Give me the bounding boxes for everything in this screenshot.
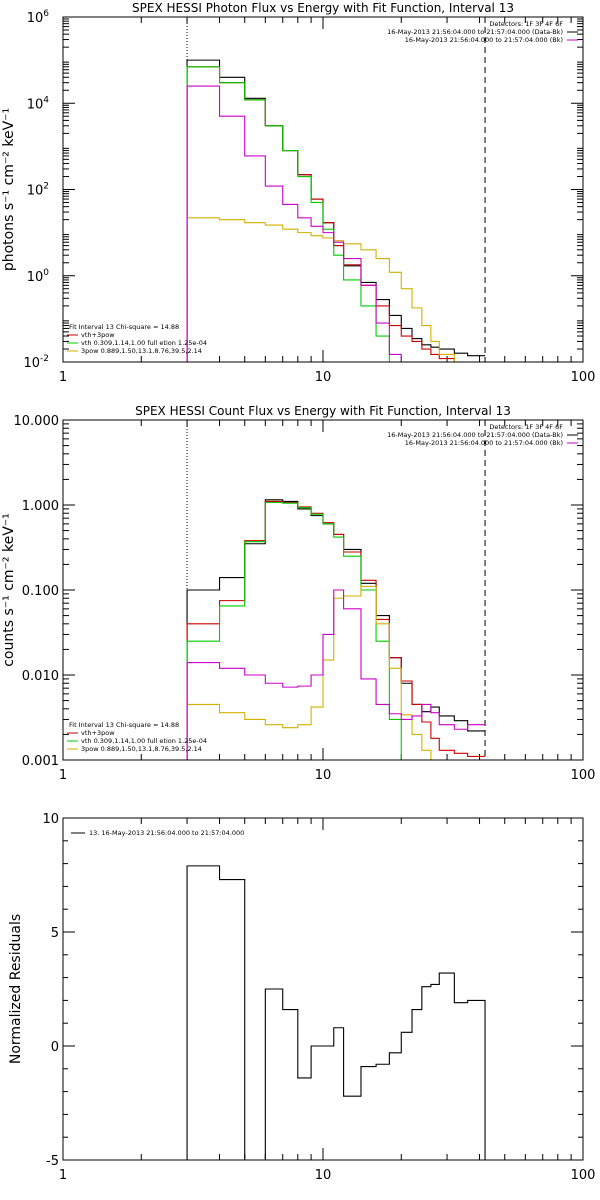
x-tick-label: 100 — [571, 768, 596, 783]
series-vth-3pow — [186, 66, 469, 362]
legend-entry: vth 0.309,1.14,1.00 full etion 1.25e-04 — [81, 737, 207, 745]
x-tick-label: 1 — [59, 370, 67, 385]
x-tick-label: 100 — [571, 370, 596, 385]
legend-entry: 16-May-2013 21:56:04.000 to 21:57:04.000… — [387, 28, 563, 36]
chart-panel-2: SPEX HESSI Count Flux vs Energy with Fit… — [1, 404, 596, 783]
y-tick-label: 100 — [27, 268, 50, 285]
series-vth — [186, 66, 390, 362]
legend-entry: 13. 16-May-2013 21:56:04.000 to 21:57:04… — [89, 829, 244, 837]
series-3pow — [186, 585, 432, 760]
chart-title: SPEX HESSI Count Flux vs Energy with Fit… — [135, 404, 511, 418]
chart-title: SPEX HESSI Photon Flux vs Energy with Fi… — [132, 1, 514, 15]
x-axis: 1 10 100 — [59, 818, 596, 1183]
x-tick-label: 10 — [315, 768, 332, 783]
chart-panel-1: SPEX HESSI Photon Flux vs Energy with Fi… — [1, 1, 596, 385]
series-bk — [186, 589, 486, 760]
legend-entry: vth 0.309,1.14,1.00 full etion 1.25e-04 — [81, 339, 207, 347]
series-3pow — [186, 217, 455, 362]
legend-entry: Fit Interval 13 Chi-square = 14.88 — [69, 323, 179, 331]
series-data-bk — [186, 59, 486, 362]
series-group — [186, 499, 486, 760]
legend-entry: Detectors: 1F 3F 4F 6F — [489, 423, 563, 431]
plot-frame — [62, 419, 584, 761]
x-tick-label: 10 — [315, 1168, 332, 1183]
y-tick-label: 10 — [42, 812, 59, 827]
x-axis: 1 10 100 — [59, 420, 596, 783]
plot-frame — [62, 16, 584, 363]
y-axis-label: counts s⁻¹ cm⁻² keV⁻¹ — [1, 513, 17, 667]
legend-entry: 16-May-2013 21:56:04.000 to 21:57:04.000… — [405, 439, 563, 447]
y-axis-label: photons s⁻¹ cm⁻² keV⁻¹ — [1, 108, 17, 271]
legend-entry: 16-May-2013 21:56:04.000 to 21:57:04.000… — [405, 36, 563, 44]
chart-panel-3: Normalized Residuals 1 10 100 -5 0 5 10 13. 16-M… — [8, 812, 595, 1183]
legend-entry: vth+3pow — [81, 331, 115, 339]
series-vth-3pow — [186, 500, 486, 760]
y-tick-label: 0 — [51, 1040, 59, 1055]
x-tick-label: 100 — [571, 1168, 596, 1183]
series-data-bk — [186, 499, 486, 760]
legend-entry: 16-May-2013 21:56:04.000 to 21:57:04.000… — [387, 431, 563, 439]
y-tick-label: 104 — [27, 95, 50, 112]
y-tick-label: 1.000 — [22, 499, 59, 514]
y-tick-label: 5 — [51, 926, 59, 941]
y-axis: 0.001 0.010 0.100 1.000 10.000 — [14, 414, 583, 769]
legend-top-left: 13. 16-May-2013 21:56:04.000 to 21:57:04… — [71, 829, 244, 837]
y-tick-label: -5 — [46, 1154, 59, 1169]
legend-bottom-left: Fit Interval 13 Chi-square = 14.88vth+3p… — [67, 323, 207, 355]
x-tick-label: 10 — [315, 370, 332, 385]
y-axis: 10-2 100 102 104 106 — [23, 9, 583, 371]
legend-entry: 3pow 0.889,1.50,13.1,8.76,39.5,2.14 — [81, 347, 202, 355]
legend-entry: vth+3pow — [81, 729, 115, 737]
y-tick-label: 0.100 — [22, 584, 59, 599]
series-bk — [186, 85, 402, 362]
series-group — [186, 59, 486, 362]
x-tick-label: 1 — [59, 1168, 67, 1183]
legend-entry: Detectors: 1F 3F 4F 6F — [489, 20, 563, 28]
y-tick-label: 102 — [27, 182, 49, 199]
y-axis: -5 0 5 10 — [42, 812, 583, 1169]
series-vth — [186, 501, 402, 760]
series-13-16-may-2013-21-56-04-000-to-21-57-04-000 — [186, 865, 486, 1160]
legend-entry: Fit Interval 13 Chi-square = 14.88 — [69, 721, 179, 729]
series-group — [186, 865, 486, 1160]
y-tick-label: 0.001 — [22, 754, 59, 769]
y-tick-label: 10-2 — [23, 354, 49, 371]
plot-frame — [62, 817, 584, 1161]
y-tick-label: 106 — [27, 9, 50, 26]
y-tick-label: 10.000 — [14, 414, 60, 429]
y-axis-label: Normalized Residuals — [8, 914, 24, 1064]
legend-bottom-left: Fit Interval 13 Chi-square = 14.88vth+3p… — [67, 721, 207, 753]
y-tick-label: 0.010 — [22, 669, 59, 684]
legend-entry: 3pow 0.889,1.50,13.1,8.76,39.5,2.14 — [81, 745, 202, 753]
x-tick-label: 1 — [59, 768, 67, 783]
